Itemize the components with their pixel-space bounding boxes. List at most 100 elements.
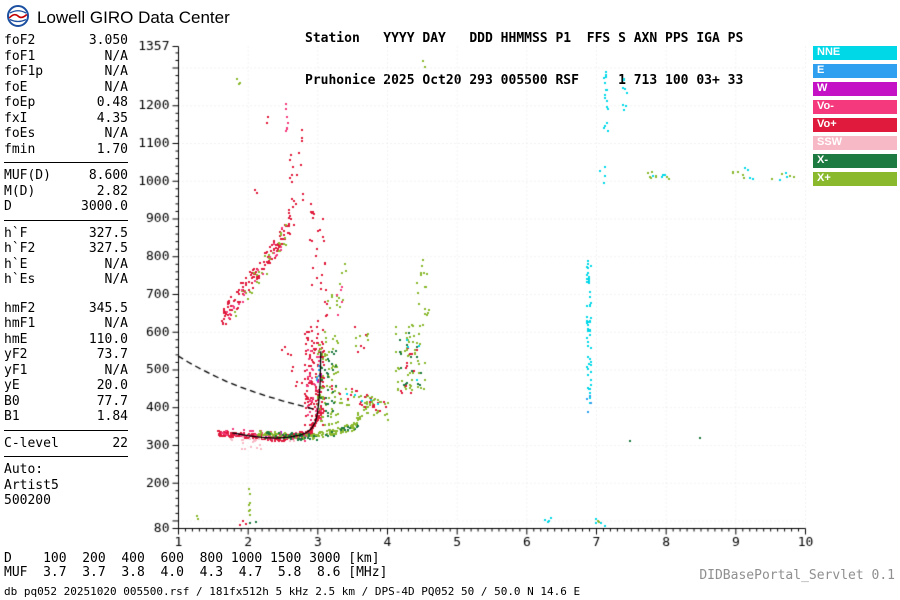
- param-label: MUF(D): [4, 168, 51, 183]
- param-spacer: [4, 288, 128, 301]
- param-value: 8.600: [88, 168, 128, 183]
- param-label: fmin: [4, 141, 36, 157]
- param-label: foF1: [4, 48, 36, 64]
- muf-row: D 100 200 400 600 800 1000 1500 3000 [km]: [4, 552, 387, 566]
- auto-program: Artist5: [4, 477, 59, 493]
- param-label: hmE: [4, 331, 28, 347]
- param-label: foF1p: [4, 64, 44, 79]
- param-value: 2.82: [96, 183, 128, 199]
- param-value: 327.5: [88, 225, 128, 241]
- param-row: foE N/A: [4, 80, 128, 96]
- param-value: 4.35: [96, 110, 128, 126]
- muf-value: 800: [199, 551, 224, 566]
- param-label: D: [4, 199, 12, 214]
- muf-value: 5.8: [277, 565, 302, 580]
- param-row: fxI 4.35: [4, 111, 128, 127]
- param-row: foF2 3.050: [4, 33, 128, 49]
- servlet-version: DIDBasePortal_Servlet 0.1: [699, 568, 895, 583]
- param-row: h`Es N/A: [4, 272, 128, 288]
- record-info: db pq052 20251020 005500.rsf / 181fx512h…: [4, 585, 581, 598]
- muf-value: 3.7: [43, 565, 67, 580]
- param-label: foF2: [4, 33, 36, 48]
- param-value: 327.5: [88, 241, 128, 256]
- muf-value: 400: [121, 551, 145, 566]
- muf-value: 4.0: [160, 565, 184, 580]
- muf-value: 600: [160, 551, 184, 566]
- param-label: hmF1: [4, 316, 36, 331]
- param-label: h`E: [4, 256, 28, 272]
- param-value: 1.70: [96, 141, 128, 157]
- param-label: C-level: [4, 435, 59, 451]
- legend-item-Vo-: Vo-: [813, 100, 897, 114]
- muf-row: MUF 3.7 3.7 3.8 4.0 4.3 4.7 5.8 8.6 [MHz]: [4, 566, 387, 580]
- param-value: N/A: [104, 272, 128, 287]
- param-label: foE: [4, 79, 28, 95]
- param-row: yF1 N/A: [4, 363, 128, 379]
- param-value: 0.48: [96, 95, 128, 110]
- brand-title: Lowell GIRO Data Center: [37, 8, 230, 27]
- param-value: 1.84: [96, 409, 128, 424]
- param-label: yE: [4, 378, 20, 393]
- param-row: B0 77.7: [4, 394, 128, 410]
- muf-value: 100: [43, 551, 67, 566]
- param-value: 20.0: [96, 378, 128, 393]
- param-group: foF2 3.050 foF1 N/A foF1p N/A foE N/A foEp 0.48 fx…: [4, 33, 128, 157]
- legend-item-E: E: [813, 64, 897, 78]
- param-value: 345.5: [88, 300, 128, 316]
- ionogram-plot: [130, 30, 830, 550]
- param-group: C-level 22: [4, 436, 128, 452]
- param-row: B1 1.84: [4, 409, 128, 425]
- param-row: D 3000.0: [4, 199, 128, 215]
- muf-value: 4.3: [199, 565, 224, 580]
- param-row: h`E N/A: [4, 257, 128, 273]
- param-label: fxI: [4, 110, 28, 126]
- param-label: h`F: [4, 225, 28, 241]
- param-row: M(D) 2.82: [4, 184, 128, 200]
- param-value: 3000.0: [81, 199, 128, 214]
- param-divider: [4, 456, 128, 457]
- param-value: N/A: [104, 126, 128, 141]
- muf-value: 3.8: [121, 565, 145, 580]
- param-group: hmF2 345.5 hmF1 N/A hmE 110.0 yF2 73.7 yF1 N/A yE 2…: [4, 301, 128, 425]
- muf-value: 1500: [270, 551, 302, 566]
- param-value: N/A: [104, 362, 128, 378]
- muf-row-label: D: [4, 551, 12, 566]
- param-row: h`F2 327.5: [4, 241, 128, 257]
- param-value: 3.050: [88, 33, 128, 48]
- muf-table: D 100 200 400 600 800 1000 1500 3000 [km] MUF 3.7 3.…: [4, 552, 387, 580]
- muf-value: 200: [82, 551, 106, 566]
- legend-item-X+: X+: [813, 172, 897, 186]
- param-row: foEp 0.48: [4, 95, 128, 111]
- param-row: foF1p N/A: [4, 64, 128, 80]
- param-label: B1: [4, 409, 20, 424]
- param-value: N/A: [104, 256, 128, 272]
- muf-value: 3.7: [82, 565, 106, 580]
- param-value: 73.7: [96, 347, 128, 362]
- param-row: C-level 22: [4, 436, 128, 452]
- param-row: h`F 327.5: [4, 226, 128, 242]
- muf-value: 8.6: [316, 565, 341, 580]
- param-row: hmF2 345.5: [4, 301, 128, 317]
- param-groups: foF2 3.050 foF1 N/A foF1p N/A foE N/A foEp 0.48 fx…: [4, 33, 128, 457]
- param-label: M(D): [4, 183, 36, 199]
- param-row: foF1 N/A: [4, 49, 128, 65]
- param-label: B0: [4, 393, 20, 409]
- param-group: h`F 327.5 h`F2 327.5 h`E N/A h`Es N/A: [4, 226, 128, 288]
- brand[interactable]: Lowell GIRO Data Center: [6, 4, 230, 32]
- param-label: foEp: [4, 95, 36, 110]
- param-label: yF2: [4, 347, 28, 362]
- param-group: MUF(D) 8.600 M(D) 2.82 D 3000.0: [4, 168, 128, 215]
- param-divider: [4, 162, 128, 163]
- legend-item-X-: X-: [813, 154, 897, 168]
- param-label: h`F2: [4, 241, 36, 256]
- legend-item-NNE: NNE: [813, 46, 897, 60]
- muf-value: 4.7: [238, 565, 263, 580]
- muf-value: 1000: [230, 551, 263, 566]
- param-row: yE 20.0: [4, 378, 128, 394]
- muf-unit: [km]: [348, 551, 380, 566]
- param-row: foEs N/A: [4, 126, 128, 142]
- param-value: 77.7: [96, 393, 128, 409]
- param-value: 110.0: [88, 331, 128, 347]
- param-value: N/A: [104, 79, 128, 95]
- param-value: N/A: [104, 64, 128, 79]
